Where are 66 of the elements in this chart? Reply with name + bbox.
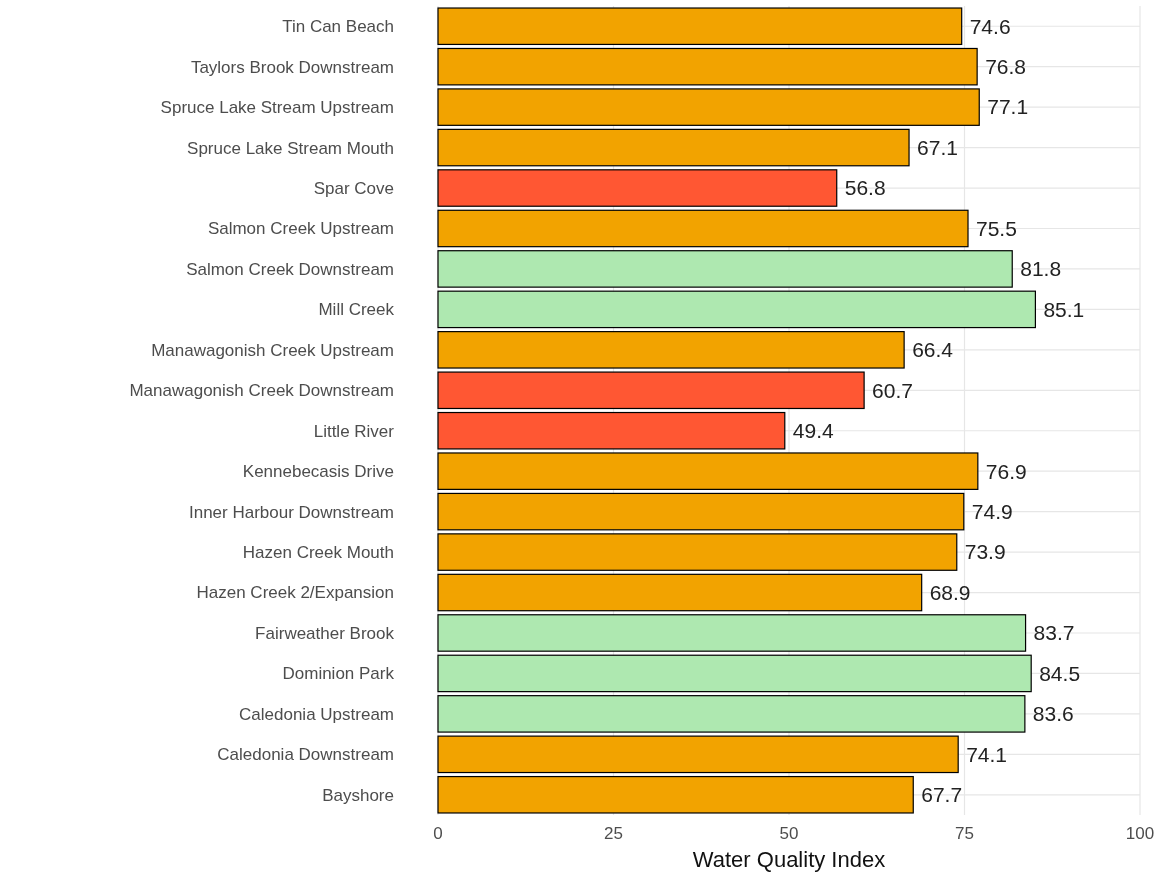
x-axis-title: Water Quality Index bbox=[692, 847, 886, 872]
bar bbox=[437, 735, 959, 774]
y-tick-label: Little River bbox=[313, 421, 395, 441]
y-tick-label: Mill Creek bbox=[318, 300, 395, 320]
bar bbox=[437, 290, 1036, 329]
bar bbox=[437, 654, 1032, 693]
x-tick-label: 50 bbox=[779, 824, 799, 843]
data-label: 56.8 bbox=[844, 176, 886, 200]
bar bbox=[437, 209, 969, 248]
bar bbox=[437, 7, 963, 46]
bar bbox=[437, 47, 978, 86]
y-tick-label: Spruce Lake Stream Mouth bbox=[187, 138, 394, 158]
data-label: 85.1 bbox=[1043, 297, 1085, 321]
bar bbox=[437, 169, 838, 207]
x-tick-label: 75 bbox=[955, 824, 974, 843]
y-tick-label: Hazen Creek Mouth bbox=[242, 543, 394, 563]
y-tick-label: Dominion Park bbox=[282, 664, 395, 684]
data-label: 76.9 bbox=[985, 459, 1027, 483]
y-tick-label: Manawagonish Creek Upstream bbox=[151, 340, 394, 360]
y-tick-label: Kennebecasis Drive bbox=[242, 462, 394, 482]
bar bbox=[437, 533, 958, 571]
y-tick-label: Taylors Brook Downstream bbox=[190, 57, 394, 77]
data-label: 77.1 bbox=[987, 95, 1029, 119]
bar bbox=[437, 775, 914, 814]
data-label: 81.8 bbox=[1020, 257, 1062, 281]
bar bbox=[437, 331, 905, 369]
data-label: 49.4 bbox=[792, 419, 834, 443]
bar bbox=[437, 411, 786, 450]
data-label: 74.6 bbox=[969, 14, 1011, 38]
y-tick-label: Tin Can Beach bbox=[282, 17, 394, 37]
y-tick-label: Caledonia Upstream bbox=[239, 704, 394, 724]
y-tick-label: Salmon Creek Downstream bbox=[186, 259, 394, 279]
data-label: 74.1 bbox=[966, 742, 1008, 766]
y-tick-label: Inner Harbour Downstream bbox=[188, 502, 394, 522]
x-tick-label: 25 bbox=[604, 824, 623, 843]
data-label: 66.4 bbox=[912, 338, 954, 362]
y-tick-label: Salmon Creek Upstream bbox=[207, 219, 394, 239]
data-label: 76.8 bbox=[985, 55, 1027, 79]
data-label: 73.9 bbox=[964, 540, 1006, 564]
data-label: 74.9 bbox=[971, 499, 1013, 523]
y-tick-label: Spruce Lake Stream Upstream bbox=[160, 98, 394, 118]
bar bbox=[437, 88, 980, 126]
bar bbox=[437, 614, 1027, 652]
bar bbox=[437, 452, 979, 490]
y-tick-label: Spar Cove bbox=[313, 178, 394, 198]
data-label: 75.5 bbox=[976, 216, 1017, 240]
data-label: 67.1 bbox=[917, 135, 958, 159]
data-label: 68.9 bbox=[929, 580, 971, 604]
y-tick-label: Manawagonish Creek Downstream bbox=[129, 381, 394, 401]
data-label: 83.7 bbox=[1033, 621, 1075, 645]
bar bbox=[437, 128, 910, 167]
bar bbox=[437, 695, 1026, 733]
y-tick-label: Bayshore bbox=[322, 785, 394, 805]
y-tick-label: Caledonia Downstream bbox=[217, 745, 394, 765]
data-label: 83.6 bbox=[1032, 702, 1074, 726]
data-label: 60.7 bbox=[872, 378, 913, 402]
x-tick-label: 0 bbox=[433, 824, 443, 843]
data-label: 84.5 bbox=[1039, 661, 1081, 685]
x-tick-label: 100 bbox=[1125, 824, 1155, 843]
bar bbox=[437, 492, 965, 531]
bar bbox=[437, 371, 865, 410]
bar bbox=[437, 573, 923, 612]
data-label: 67.7 bbox=[921, 783, 963, 807]
y-tick-label: Hazen Creek 2/Expansion bbox=[196, 583, 394, 603]
bar bbox=[437, 250, 1013, 288]
y-tick-label: Fairweather Brook bbox=[255, 623, 395, 643]
